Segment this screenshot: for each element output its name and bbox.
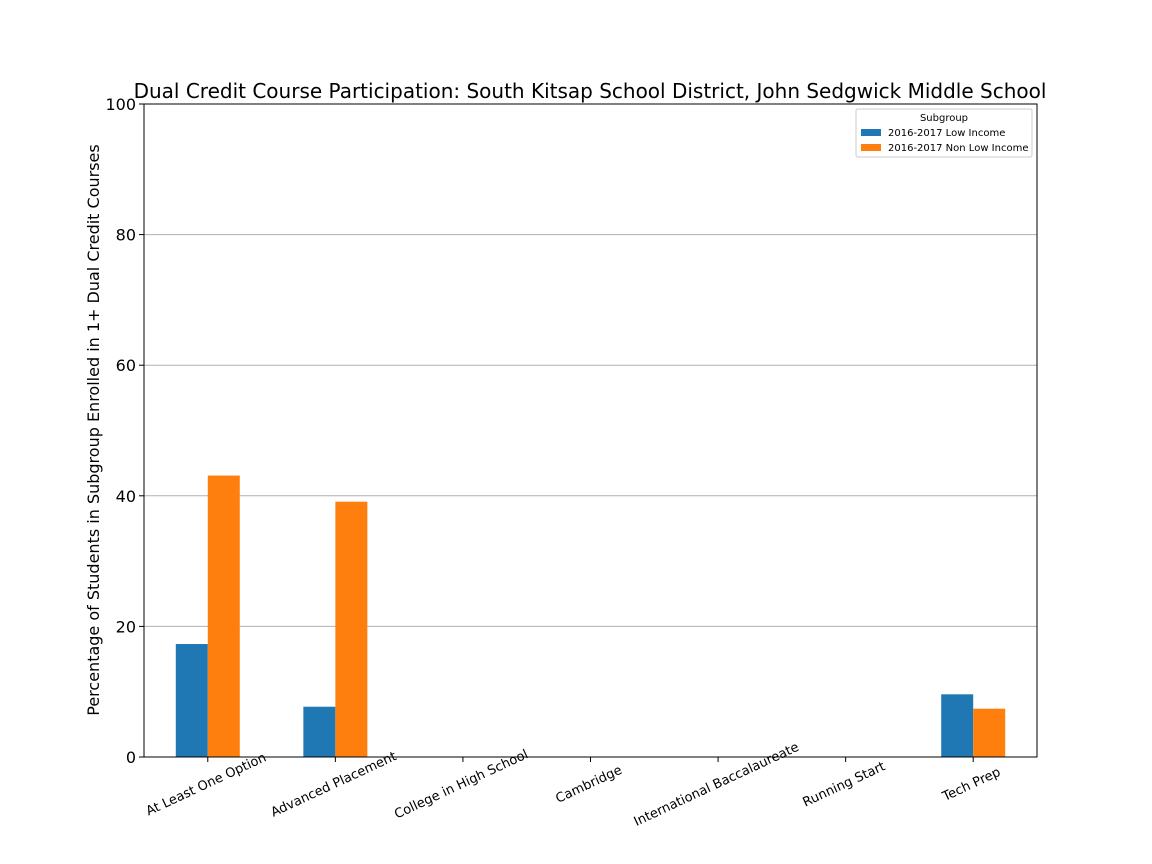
legend-swatch: [861, 129, 881, 136]
y-tick-label: 40: [116, 487, 136, 506]
x-tick-label: Tech Prep: [939, 765, 1003, 805]
bar: [175, 644, 208, 757]
chart-title: Dual Credit Course Participation: South …: [134, 79, 1047, 103]
legend-label: 2016-2017 Non Low Income: [888, 143, 1028, 154]
y-tick-label: 60: [116, 356, 136, 375]
legend-swatch: [861, 144, 881, 151]
bar: [941, 694, 974, 757]
grid-lines: [144, 234, 1037, 627]
legend-title: Subgroup: [920, 113, 968, 124]
bar: [303, 706, 336, 757]
y-axis-label: Percentage of Students in Subgroup Enrol…: [84, 144, 103, 715]
legend: Subgroup 2016-2017 Low Income 2016-2017 No…: [855, 108, 1033, 158]
x-tick-label: International Baccalaureate: [632, 740, 802, 830]
x-tick-label: College in High School: [392, 747, 530, 822]
y-tick-label: 100: [105, 95, 136, 114]
legend-label: 2016-2017 Low Income: [888, 128, 1005, 139]
legend-box: [855, 108, 1033, 158]
x-tick-label: Cambridge: [553, 763, 624, 807]
y-tick-label: 20: [116, 617, 136, 636]
bar: [335, 501, 368, 757]
x-tick-label: At Least One Option: [144, 750, 269, 819]
x-tick-label: Advanced Placement: [269, 749, 399, 820]
plot-frame: [143, 103, 1038, 758]
bar: [973, 708, 1006, 757]
y-axis: 0 20 40 60 80 100: [105, 95, 144, 767]
bar: [207, 475, 240, 757]
bars: [175, 475, 1006, 757]
y-tick-label: 0: [126, 748, 136, 767]
y-tick-label: 80: [116, 226, 136, 245]
x-axis: At Least One Option Advanced PlacementCol…: [144, 740, 1003, 830]
x-tick-label: Running Start: [801, 759, 888, 810]
